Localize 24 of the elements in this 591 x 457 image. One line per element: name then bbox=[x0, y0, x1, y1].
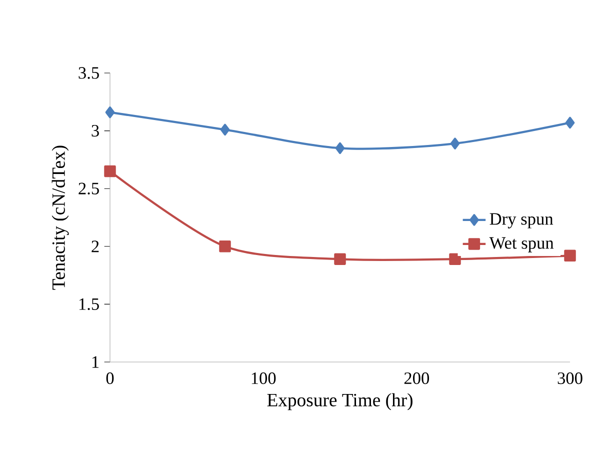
y-tick-label: 1.5 bbox=[79, 298, 99, 310]
point bbox=[219, 240, 231, 252]
point bbox=[105, 106, 115, 118]
x-tick-label: 300 bbox=[558, 372, 582, 384]
legend-label: Dry spun bbox=[490, 213, 554, 228]
legend-label: Wet spun bbox=[489, 237, 554, 252]
point bbox=[220, 124, 230, 136]
point bbox=[449, 253, 461, 265]
x-axis-title: Exposure Time (hr) bbox=[267, 393, 412, 410]
point bbox=[565, 116, 575, 129]
y-tick-label: 3.5 bbox=[78, 67, 99, 79]
y-tick-label: 2 bbox=[92, 240, 99, 252]
y-tick-label: 1 bbox=[92, 356, 99, 368]
point bbox=[104, 165, 116, 178]
point bbox=[450, 138, 460, 150]
point bbox=[334, 253, 346, 265]
point bbox=[564, 250, 576, 262]
x-tick-label: 200 bbox=[404, 372, 430, 384]
y-tick-label: 2.5 bbox=[78, 182, 99, 194]
x-tick-label: 0 bbox=[106, 372, 114, 384]
x-tick-label: 100 bbox=[252, 372, 276, 384]
y-tick-label: 3 bbox=[92, 124, 99, 137]
point bbox=[335, 142, 345, 154]
y-axis-title: Tenacity (cN/dTex) bbox=[52, 146, 69, 290]
